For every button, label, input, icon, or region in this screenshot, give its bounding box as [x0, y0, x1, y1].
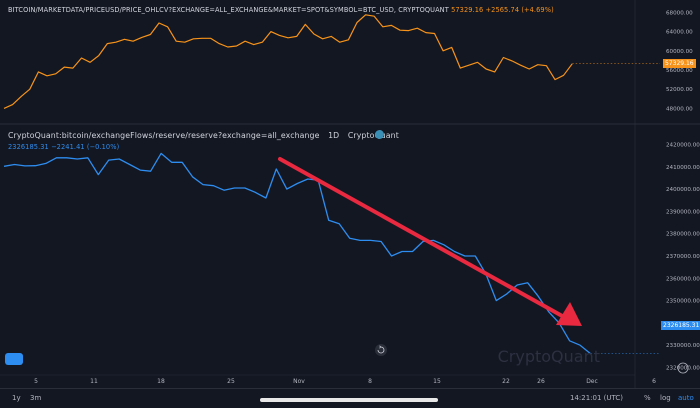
x-tick-label: 15: [433, 378, 441, 385]
reserve-y-tick-label: 2390000.00: [666, 209, 700, 215]
top-pane-change: +2565.74 (+4.69%): [486, 6, 554, 14]
range-3m-button[interactable]: 3m: [30, 394, 41, 402]
bottom-pane-source: CryptoQuant: [348, 131, 399, 140]
bottom-pane-last-value-label: 2326185.31: [661, 321, 700, 330]
range-1y-button[interactable]: 1y: [12, 394, 21, 402]
reserve-y-tick-label: 2360000.00: [666, 276, 700, 282]
bottom-pane-values: 2326185.31 −2241.41 (−0.10%): [8, 143, 119, 151]
price-y-tick-label: 64000.00: [666, 30, 693, 36]
home-indicator: [260, 398, 438, 402]
x-tick-label: 25: [227, 378, 235, 385]
trend-arrow-line[interactable]: [280, 159, 564, 317]
log-toggle[interactable]: log: [660, 394, 671, 402]
reserve-y-tick-label: 2370000.00: [666, 254, 700, 260]
price-y-tick-label: 56000.00: [666, 68, 693, 74]
reserve-y-tick-label: 2420000.00: [666, 142, 700, 148]
top-pane-value: 57329.16: [451, 6, 483, 14]
price-y-tick-label: 48000.00: [666, 106, 693, 112]
x-tick-label: 22: [502, 378, 510, 385]
reserve-y-tick-label: 2350000.00: [666, 299, 700, 305]
reserve-y-tick-label: 2320000.00: [666, 366, 700, 372]
bottom-pane-change: −2241.41 (−0.10%): [51, 143, 119, 151]
reserve-y-tick-label: 2400000.00: [666, 187, 700, 193]
x-tick-label: 18: [157, 378, 165, 385]
reserve-series-line: [4, 153, 591, 353]
x-tick-label: 8: [368, 378, 372, 385]
price-series-line: [4, 15, 572, 109]
clock-readout: 14:21:01 (UTC): [570, 394, 623, 402]
x-tick-label: Nov: [293, 378, 305, 385]
reset-icon[interactable]: [375, 344, 387, 356]
x-tick-label: 11: [90, 378, 98, 385]
price-y-tick-label: 60000.00: [666, 49, 693, 55]
top-pane-legend: BITCOIN/MARKETDATA/PRICEUSD/PRICE_OHLCV?…: [8, 6, 554, 14]
reserve-y-tick-label: 2410000.00: [666, 165, 700, 171]
x-tick-label: Dec: [586, 378, 598, 385]
price-y-tick-label: 52000.00: [666, 87, 693, 93]
auto-toggle[interactable]: auto: [678, 394, 694, 402]
top-pane-last-price-label: 57329.16: [663, 59, 696, 68]
price-y-tick-label: 68000.00: [666, 10, 693, 16]
reserve-y-tick-label: 2330000.00: [666, 343, 700, 349]
x-tick-label: 5: [34, 378, 38, 385]
bottom-pane-symbol: CryptoQuant:bitcoin/exchangeFlows/reserv…: [8, 131, 320, 140]
top-pane-symbol: BITCOIN/MARKETDATA/PRICEUSD/PRICE_OHLCV?…: [8, 6, 449, 14]
watermark: CryptoQuant: [498, 347, 600, 366]
visibility-icon[interactable]: [375, 130, 384, 139]
x-tick-label: 26: [537, 378, 545, 385]
logo-badge: [5, 353, 23, 365]
x-tick-label: 6: [652, 378, 656, 385]
reserve-y-tick-label: 2380000.00: [666, 232, 700, 238]
percent-toggle[interactable]: %: [644, 394, 651, 402]
bottom-pane-legend: CryptoQuant:bitcoin/exchangeFlows/reserv…: [8, 131, 399, 140]
bottom-pane-interval: 1D: [328, 131, 339, 140]
bottom-pane-value: 2326185.31: [8, 143, 49, 151]
